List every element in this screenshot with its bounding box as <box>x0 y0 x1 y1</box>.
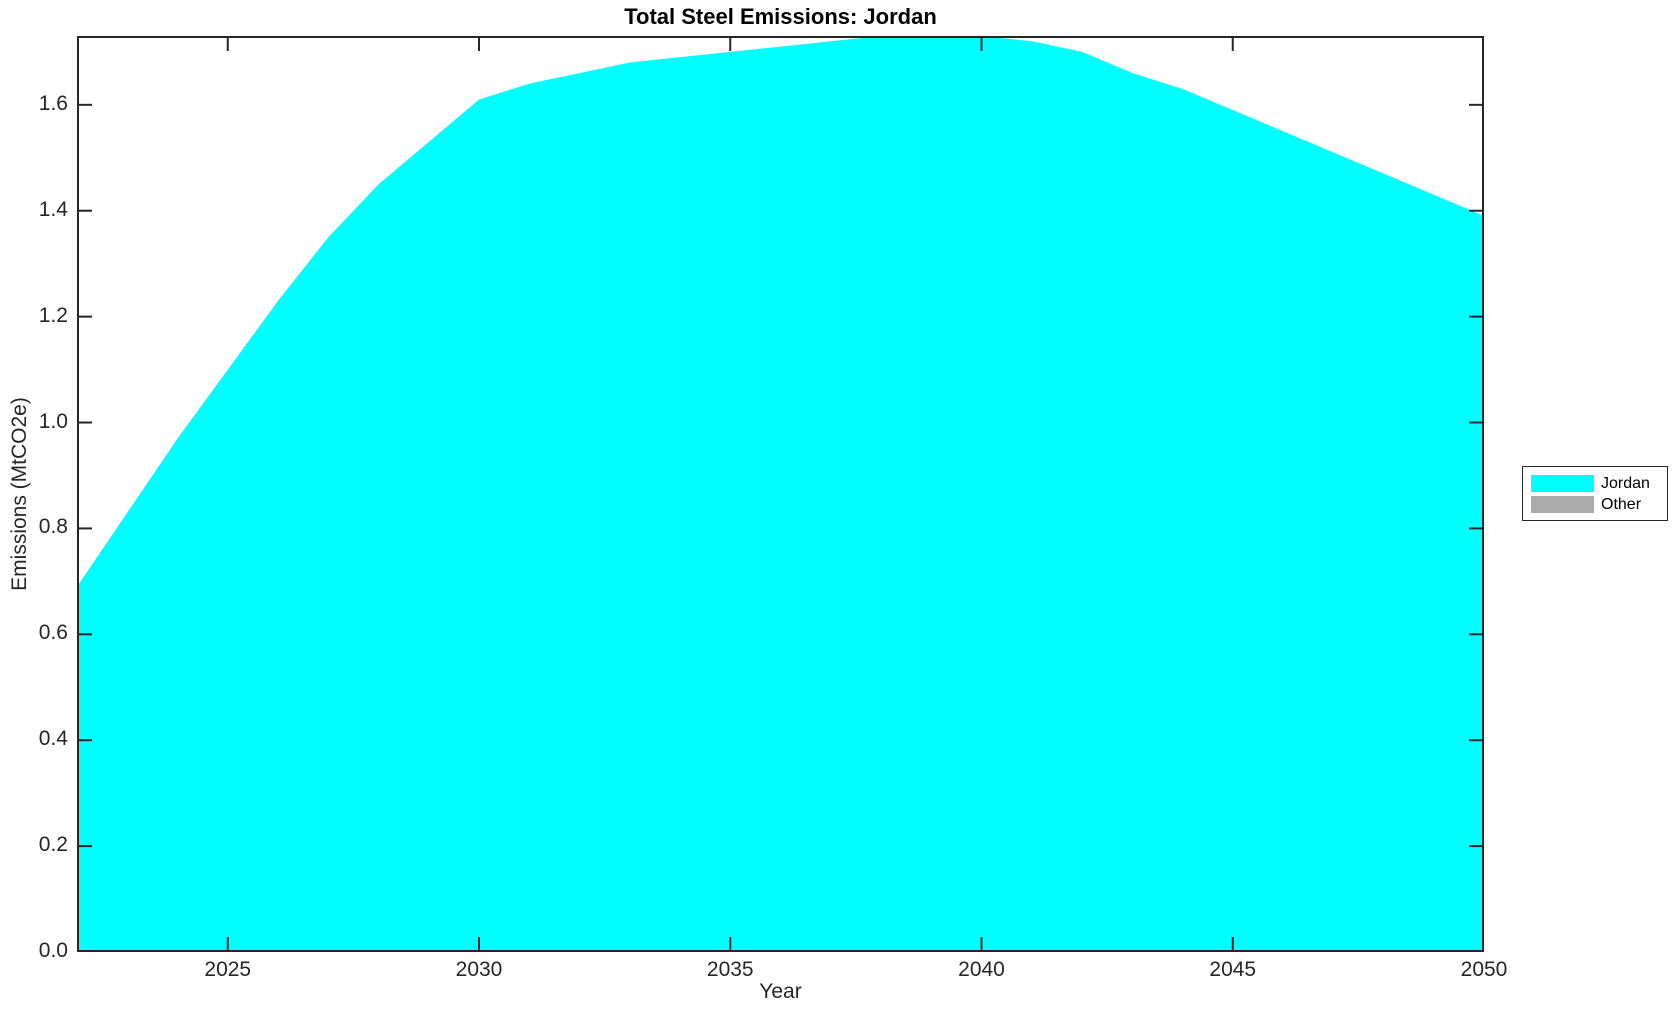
legend-label-other: Other <box>1601 496 1642 513</box>
plot-area <box>77 36 1484 952</box>
area-series-jordan <box>77 36 1484 952</box>
x-tick-label: 2045 <box>1209 958 1257 981</box>
legend-swatch-jordan <box>1531 475 1594 492</box>
y-tick-label: 0.4 <box>38 727 68 751</box>
y-tick-label: 1.4 <box>38 197 68 221</box>
y-tick-label: 0.0 <box>38 939 68 962</box>
legend-item-jordan: Jordan <box>1531 475 1667 492</box>
x-tick-label: 2050 <box>1460 958 1508 981</box>
legend: Jordan Other <box>1522 466 1668 521</box>
y-axis-label: Emissions (MtCO2e) <box>8 397 31 591</box>
axes-box <box>77 36 1484 952</box>
y-tick-label: 0.8 <box>38 515 68 539</box>
y-tick-label: 0.6 <box>38 621 68 645</box>
x-tick-label: 2035 <box>706 958 754 981</box>
y-tick-label: 1.0 <box>38 409 68 433</box>
legend-label-jordan: Jordan <box>1601 475 1650 492</box>
chart-title: Total Steel Emissions: Jordan <box>624 4 937 29</box>
y-tick-label: 1.6 <box>38 91 68 115</box>
y-tick-label: 1.2 <box>38 303 68 327</box>
x-axis-label: Year <box>759 980 802 1003</box>
x-tick-label: 2030 <box>455 958 503 981</box>
legend-item-other: Other <box>1531 496 1667 513</box>
x-tick-label: 2025 <box>204 958 252 981</box>
y-tick-label: 0.2 <box>38 833 68 857</box>
x-tick-label: 2040 <box>958 958 1005 981</box>
legend-swatch-other <box>1531 496 1594 513</box>
